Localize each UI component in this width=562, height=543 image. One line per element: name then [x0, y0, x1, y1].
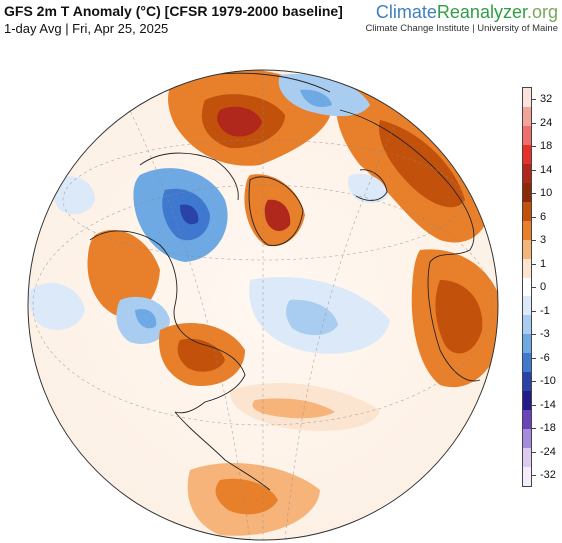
legend-tick	[532, 381, 536, 382]
legend-swatch	[523, 88, 531, 107]
legend-swatch	[523, 410, 531, 430]
legend-swatch	[523, 144, 531, 164]
legend-label: -32	[540, 469, 556, 481]
legend-swatch	[523, 239, 531, 259]
legend-tick	[532, 193, 536, 194]
legend-swatch	[523, 429, 531, 449]
anomaly-field	[28, 70, 498, 540]
brand-logo-part-reanalyzer: Reanalyzer	[436, 2, 527, 22]
brand-logo-part-org: .org	[526, 2, 558, 22]
legend-swatch	[523, 106, 531, 126]
globe-outline	[27, 69, 499, 541]
legend-label: 3	[540, 234, 547, 246]
legend-tick	[532, 404, 536, 406]
legend-swatch	[523, 220, 531, 240]
legend-swatch	[523, 163, 531, 183]
legend-tick	[532, 357, 536, 359]
legend-swatch	[523, 448, 531, 468]
map-subtitle: 1-day Avg | Fri, Apr 25, 2025	[4, 21, 169, 36]
brand-block: ClimateReanalyzer.org Climate Change Ins…	[365, 2, 558, 35]
legend-tick	[532, 334, 536, 335]
legend-tick	[532, 99, 536, 100]
legend-swatch	[523, 391, 531, 411]
legend-swatch	[523, 296, 531, 316]
legend-swatch	[523, 125, 531, 145]
legend-label: -10	[540, 375, 556, 387]
legend-label: -24	[540, 445, 556, 458]
brand-logo-part-climate: Climate	[375, 2, 437, 22]
legend-label: -6	[540, 351, 550, 364]
legend-swatch	[523, 372, 531, 392]
legend-label: 6	[540, 210, 547, 223]
legend-tick	[532, 146, 536, 147]
legend-tick	[532, 428, 536, 429]
legend-swatch	[523, 467, 531, 487]
legend-colorbar	[522, 87, 532, 487]
legend-tick	[532, 169, 536, 171]
legend-label: -1	[540, 304, 550, 317]
legend-swatch	[523, 258, 531, 278]
legend-tick	[532, 451, 536, 453]
brand-tagline: Climate Change Institute | University of…	[365, 23, 558, 34]
legend-tick	[532, 263, 536, 265]
map-title: GFS 2m T Anomaly (°C) [CFSR 1979-2000 ba…	[4, 3, 343, 19]
legend-tick	[532, 216, 536, 218]
header: GFS 2m T Anomaly (°C) [CFSR 1979-2000 ba…	[4, 3, 364, 37]
legend-label: 18	[540, 140, 553, 152]
legend-label: 1	[540, 257, 547, 270]
legend-tick	[532, 122, 536, 124]
legend-swatch	[523, 334, 531, 354]
brand-logo[interactable]: ClimateReanalyzer.org	[365, 2, 558, 23]
legend-swatch	[523, 201, 531, 221]
legend-swatch	[523, 315, 531, 335]
legend-label: -3	[540, 328, 550, 340]
legend-swatch	[523, 277, 531, 297]
legend-swatch	[523, 353, 531, 373]
legend-tick	[532, 310, 536, 312]
legend-label: -14	[540, 398, 556, 411]
legend-tick	[532, 287, 536, 288]
legend-tick	[532, 475, 536, 476]
legend-label: 10	[540, 187, 553, 199]
legend-label: -18	[540, 422, 556, 434]
legend-swatch	[523, 182, 531, 202]
legend-label: 14	[540, 163, 553, 176]
legend-label: 32	[540, 93, 553, 105]
legend-tick	[532, 240, 536, 241]
legend-label: 24	[540, 116, 553, 129]
legend-label: 0	[540, 281, 547, 293]
